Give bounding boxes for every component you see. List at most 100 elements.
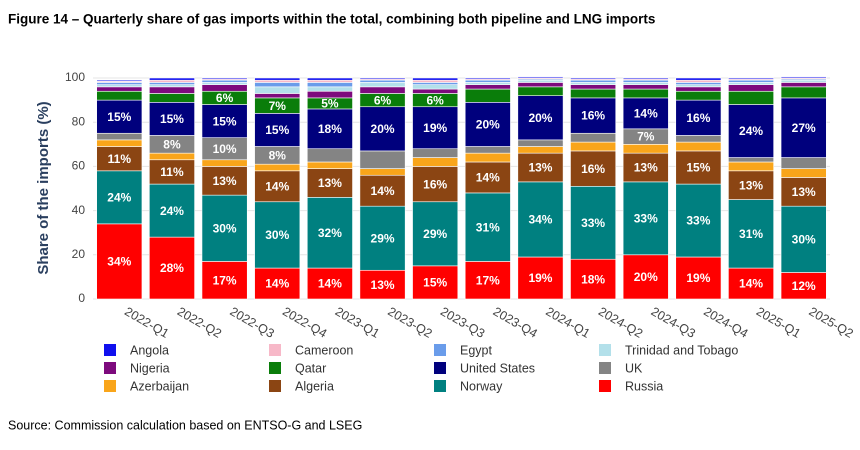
bar-segment [728, 199, 774, 269]
x-tick-label: 2024-Q4 [701, 304, 750, 340]
bar-segment [201, 159, 248, 167]
bar-segment [201, 261, 248, 300]
data-label: 13% [213, 174, 237, 188]
bar-segment [780, 272, 827, 300]
bar-segment [359, 150, 406, 169]
x-tick-label: 2022-Q3 [227, 304, 276, 340]
bar-segment [675, 150, 722, 185]
bar-segment [149, 152, 195, 161]
data-label: 20% [634, 270, 658, 284]
bar-segment [675, 256, 722, 300]
data-label: 11% [160, 165, 184, 179]
bar-segment [306, 267, 353, 300]
data-label: 34% [107, 255, 131, 269]
bar-segment [464, 146, 511, 154]
data-label: 24% [739, 124, 763, 138]
bar-segment [149, 79, 195, 83]
bar-segment [254, 93, 301, 99]
bar-segment [622, 181, 669, 256]
bar-segment [622, 79, 669, 83]
bar-segment [675, 141, 722, 152]
bar-segment [728, 170, 774, 200]
legend-swatch [599, 344, 611, 356]
legend-swatch [599, 380, 611, 392]
bar-segment [306, 90, 353, 99]
bar-segment [412, 84, 459, 90]
data-label: 6% [216, 91, 234, 105]
legend-swatch [104, 380, 116, 392]
data-label: 15% [686, 161, 710, 175]
bar-segment [622, 144, 669, 154]
bar-segment [622, 84, 669, 90]
bar-segment [149, 77, 195, 81]
bar-segment [622, 254, 669, 300]
bar-segment [780, 205, 827, 273]
x-tick-label: 2022-Q2 [175, 304, 224, 340]
bar-segment [517, 76, 564, 79]
bar-segment [780, 76, 827, 79]
bar-segment [254, 82, 301, 88]
x-tick-label: 2025-Q2 [807, 304, 856, 340]
bar-segment [780, 168, 827, 178]
bar-segment [517, 82, 564, 88]
y-axis-label: Share of the imports (%) [35, 101, 52, 274]
bar-segment [201, 82, 248, 85]
bar-segment [464, 88, 511, 103]
x-tick-label: 2022-Q4 [280, 304, 329, 340]
data-label: 14% [265, 277, 289, 291]
bar-segment [359, 174, 406, 207]
data-label: 19% [423, 121, 447, 135]
bar-segment [96, 170, 143, 225]
bar-segment [464, 152, 511, 163]
data-label: 33% [634, 212, 658, 226]
bar-segment [728, 77, 774, 80]
bar-segment [780, 177, 827, 207]
bar-segment [412, 148, 459, 158]
bar-segment [464, 79, 511, 83]
data-label: 13% [792, 185, 816, 199]
bar-segment [675, 90, 722, 101]
bar-segment [622, 77, 669, 80]
bar-segment [570, 79, 617, 83]
data-label: 18% [318, 122, 342, 136]
data-label: 29% [371, 231, 395, 245]
bar-segment [306, 77, 353, 81]
legend-swatch [434, 344, 446, 356]
x-tick-label: 2022-Q1 [122, 304, 171, 340]
data-label: 32% [318, 226, 342, 240]
x-tick-label: 2023-Q1 [333, 304, 382, 340]
data-label: 15% [213, 114, 237, 128]
data-label: 13% [371, 278, 395, 292]
bar-segment [728, 79, 774, 83]
data-label: 33% [686, 214, 710, 228]
data-label: 24% [160, 204, 184, 218]
bar-segment [570, 141, 617, 152]
bar-segment [254, 170, 301, 203]
legend-swatch [104, 344, 116, 356]
bar-segment [675, 82, 722, 85]
data-label: 10% [213, 142, 237, 156]
x-tick-label: 2025-Q1 [754, 304, 803, 340]
data-label: 14% [476, 171, 500, 185]
bar-segment [306, 82, 353, 88]
data-label: 14% [318, 277, 342, 291]
data-label: 20% [528, 111, 552, 125]
legend-swatch [269, 362, 281, 374]
data-label: 16% [686, 111, 710, 125]
bar-segment [780, 86, 827, 99]
bar-segment [96, 79, 143, 82]
legend-label: Nigeria [130, 361, 170, 375]
x-tick-label: 2023-Q2 [385, 304, 434, 340]
bar-segment [149, 84, 195, 88]
y-tick-label: 20 [72, 247, 86, 261]
bar-segment [675, 99, 722, 136]
bar-segment [464, 82, 511, 85]
bar-segment [201, 104, 248, 138]
bar-segment [728, 84, 774, 92]
legend-label: Angola [130, 343, 169, 357]
bar-segment [412, 157, 459, 167]
bar-segment [412, 77, 459, 81]
bar-segment [464, 84, 511, 90]
bar-segment [306, 86, 353, 92]
bar-segment [306, 161, 353, 169]
